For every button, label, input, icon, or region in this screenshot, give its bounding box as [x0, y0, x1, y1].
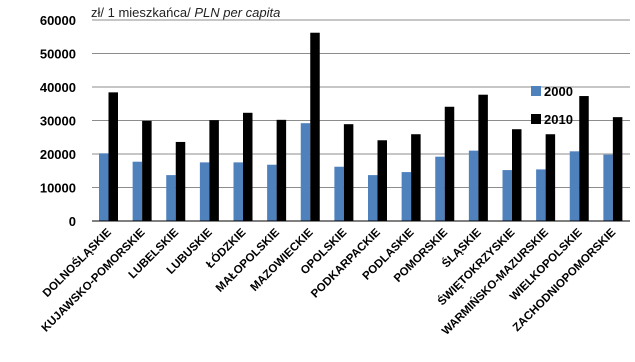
- bar-2000: [401, 172, 412, 221]
- bar-2010: [343, 124, 354, 221]
- y-tick-label: 30000: [40, 114, 76, 129]
- bar-2000: [132, 161, 143, 221]
- bar-2000: [435, 156, 445, 221]
- bar-2010: [478, 94, 488, 221]
- unit-label-plain: zł/ 1 mieszkańca/: [91, 5, 194, 20]
- bar-2000: [468, 150, 479, 221]
- bar-2000: [233, 162, 243, 221]
- bar-2000: [300, 123, 311, 221]
- bar-2000: [166, 175, 176, 221]
- bar-2010: [243, 112, 253, 221]
- unit-label: zł/ 1 mieszkańca/ PLN per capita: [91, 5, 280, 20]
- y-tick-label: 50000: [40, 47, 76, 62]
- bar-2010: [377, 140, 387, 221]
- legend-label: 2010: [544, 112, 573, 127]
- legend-swatch-2000: [531, 86, 541, 96]
- bar-2000: [199, 162, 210, 221]
- y-axis-ticks: 0 10000 20000 30000 40000 50000 60000: [40, 13, 76, 229]
- bar-2000: [569, 151, 580, 221]
- bar-2010: [612, 117, 623, 221]
- bar-2000: [99, 153, 109, 221]
- y-tick-label: 60000: [40, 13, 76, 28]
- bar-2000: [536, 169, 546, 221]
- bar-2010: [142, 120, 152, 221]
- x-tick-label: MAZOWIECKIE: [248, 226, 315, 293]
- bar-2010: [545, 134, 556, 221]
- bar-2010: [411, 134, 421, 221]
- legend: 2000 2010: [531, 84, 573, 127]
- x-axis-ticks: DOLNOŚLĄSKIEKUJAWSKO-POMORSKIELUBELSKIEL…: [40, 226, 619, 338]
- bar-2010: [579, 96, 589, 221]
- legend-label: 2000: [544, 84, 573, 99]
- bar-2010: [209, 120, 219, 221]
- bar-2000: [603, 154, 613, 221]
- bar-2010: [276, 119, 287, 221]
- bar-2010: [175, 141, 186, 221]
- bar-2010: [108, 92, 118, 221]
- bars: [99, 32, 623, 222]
- bar-2000: [368, 175, 378, 221]
- bar-2010: [444, 106, 455, 221]
- unit-label-italic: PLN per capita: [194, 5, 280, 20]
- legend-swatch-2010: [531, 114, 541, 124]
- bar-2010: [310, 32, 320, 222]
- bar-2010: [512, 129, 522, 221]
- y-tick-label: 0: [69, 214, 76, 229]
- bar-2000: [267, 164, 277, 221]
- y-tick-label: 40000: [40, 80, 76, 95]
- bar-2000: [334, 166, 344, 221]
- y-tick-label: 10000: [40, 181, 76, 196]
- y-tick-label: 20000: [40, 147, 76, 162]
- bar-2000: [502, 170, 512, 221]
